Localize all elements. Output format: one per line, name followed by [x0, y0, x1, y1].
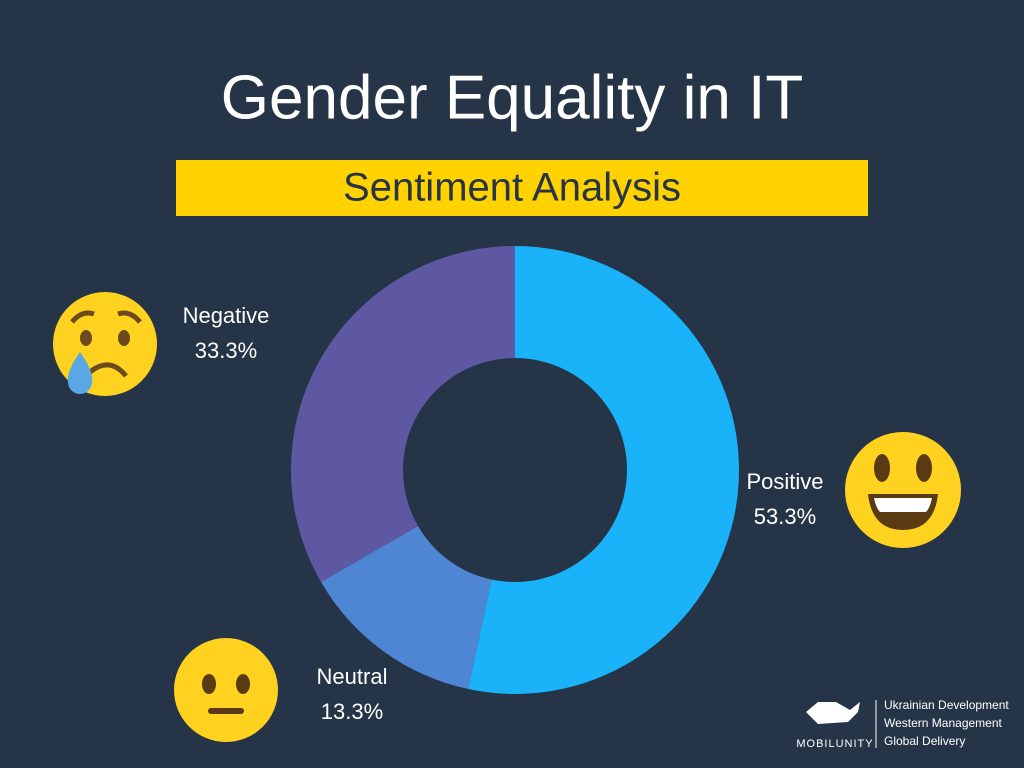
slice-label: Negative	[183, 303, 270, 328]
happy-emoji	[845, 432, 961, 548]
slice-label: Positive	[746, 469, 823, 494]
chart-title: Gender Equality in IT	[221, 63, 803, 132]
donut-slice	[291, 246, 515, 582]
slice-label: Neutral	[317, 664, 388, 689]
sad-emoji	[53, 292, 157, 396]
donut-slice	[321, 526, 492, 690]
subtitle-band	[176, 160, 868, 216]
logo: MOBILUNITY Ukrainian Development Western…	[796, 698, 1009, 750]
neutral-emoji	[174, 638, 278, 742]
brand-line: Ukrainian Development	[884, 698, 1009, 712]
brand-line: Global Delivery	[884, 734, 965, 748]
brand-line: Western Management	[884, 716, 1003, 730]
slice-value-label: 13.3%	[321, 699, 383, 724]
logo-mark	[806, 702, 860, 724]
donut-slice	[468, 246, 739, 694]
slice-value-label: 33.3%	[195, 338, 257, 363]
slice-value-label: 53.3%	[754, 504, 816, 529]
chart-subtitle: Sentiment Analysis	[343, 166, 681, 210]
brand-name: MOBILUNITY	[796, 738, 873, 750]
